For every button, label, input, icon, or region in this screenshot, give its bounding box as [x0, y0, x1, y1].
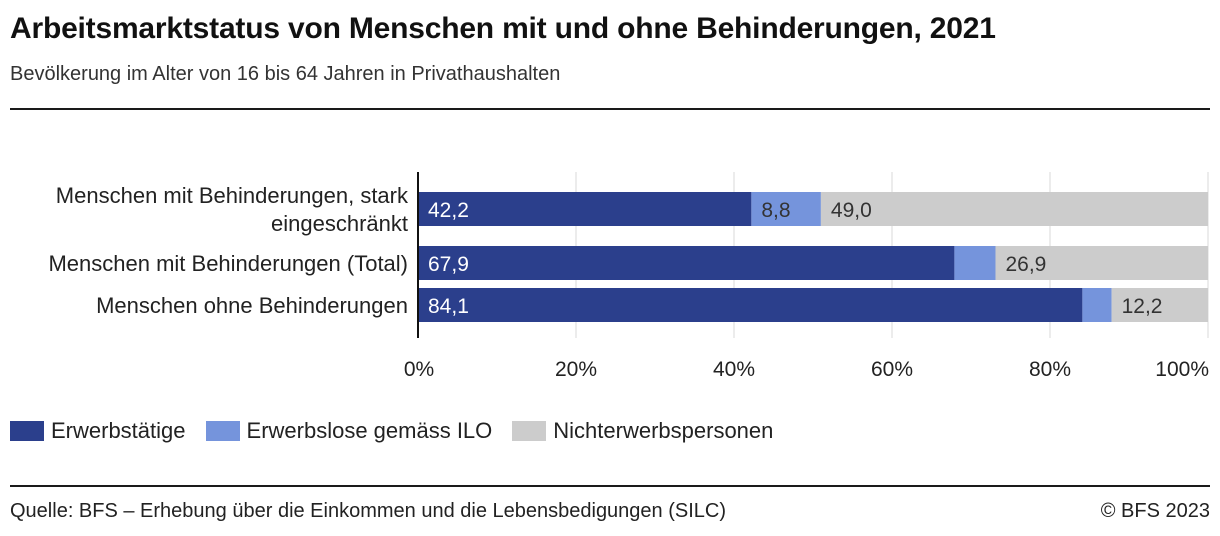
legend: Erwerbstätige Erwerbslose gemäss ILO Nicht… [10, 418, 793, 444]
category-label: Menschen ohne Behinderungen [96, 293, 408, 318]
category-label: eingeschränkt [271, 211, 408, 236]
x-tick-label: 20% [555, 358, 597, 381]
chart-title: Arbeitsmarktstatus von Menschen mit und … [10, 12, 996, 45]
legend-item: Erwerbstätige [10, 418, 186, 444]
data-label: 42,2 [428, 199, 469, 222]
footer-divider [10, 485, 1210, 487]
data-label: 84,1 [428, 295, 469, 318]
value-labels: 42,2 8,8 49,0 67,9 26,9 84,1 12,2 [428, 199, 1162, 318]
bar-segment [995, 246, 1208, 280]
legend-item: Nichterwerbspersonen [512, 418, 773, 444]
data-label: 67,9 [428, 253, 469, 276]
source-note: Quelle: BFS – Erhebung über die Einkomme… [10, 500, 727, 522]
x-tick-label: 80% [1029, 358, 1071, 381]
x-tick-label: 0% [404, 358, 434, 381]
header-divider [10, 108, 1210, 110]
legend-swatch [512, 421, 547, 441]
x-tick-label: 100% [1155, 358, 1209, 381]
legend-label: Erwerbstätige [51, 418, 186, 443]
data-label: 8,8 [761, 199, 790, 222]
bar-segment [1082, 288, 1112, 322]
bar-segment [820, 192, 1208, 226]
category-label: Menschen mit Behinderungen (Total) [48, 251, 408, 276]
data-label: 49,0 [831, 199, 872, 222]
bar-chart: 42,2 8,8 49,0 67,9 26,9 84,1 12,2 Menschen mit… [48, 172, 1209, 381]
x-tick-label: 60% [871, 358, 913, 381]
bar-segment [954, 246, 996, 280]
bar-segment [418, 288, 1083, 322]
legend-label: Nichterwerbspersonen [553, 418, 774, 443]
bars [418, 192, 1208, 322]
data-label: 12,2 [1122, 295, 1163, 318]
chart-subtitle: Bevölkerung im Alter von 16 bis 64 Jahre… [10, 63, 561, 85]
legend-swatch [205, 421, 240, 441]
x-tick-label: 40% [713, 358, 755, 381]
copyright-note: © BFS 2023 [1100, 500, 1210, 522]
category-label: Menschen mit Behinderungen, stark [56, 183, 409, 208]
x-axis-ticks: 0% 20% 40% 60% 80% 100% [404, 358, 1209, 381]
category-labels: Menschen mit Behinderungen, stark eingesc… [48, 183, 409, 318]
legend-swatch [10, 421, 44, 441]
bar-segment [418, 246, 955, 280]
bar-segment [751, 192, 821, 226]
data-label: 26,9 [1005, 253, 1046, 276]
legend-item: Erwerbslose gemäss ILO [205, 418, 493, 444]
bar-segment [1111, 288, 1208, 322]
bar-segment [418, 192, 752, 226]
legend-label: Erwerbslose gemäss ILO [246, 418, 493, 443]
